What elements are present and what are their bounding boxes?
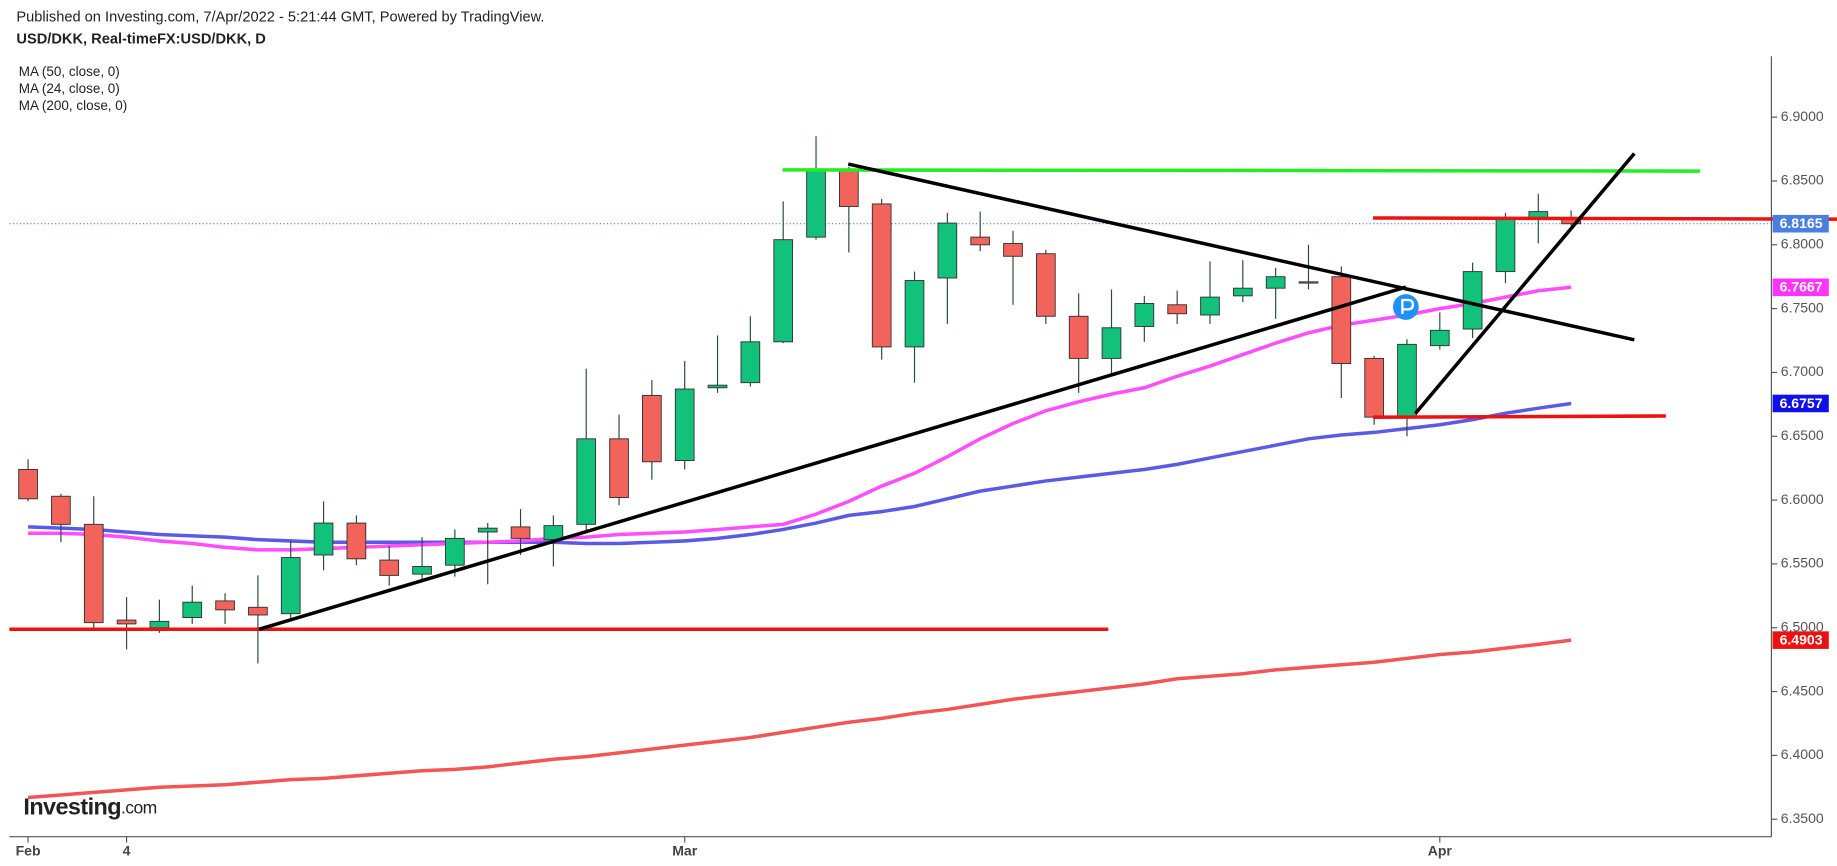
resistance-line — [782, 168, 1700, 173]
candle-body — [1265, 276, 1286, 289]
resistance-line — [1373, 216, 1837, 221]
ma-line — [27, 638, 1572, 800]
drawings — [9, 152, 1837, 632]
candle-body — [1003, 243, 1023, 257]
trend-line — [1413, 152, 1636, 415]
candle-body — [970, 236, 991, 246]
y-tick-label: 6.3500 — [1781, 810, 1824, 826]
candle-body — [806, 170, 826, 238]
x-tick-label: Feb — [16, 843, 41, 859]
y-tick-label: 6.6000 — [1781, 491, 1824, 507]
candle-body — [609, 438, 629, 499]
pivot-circle — [1392, 294, 1419, 320]
candle-body — [904, 280, 925, 348]
ma-line — [28, 401, 1572, 546]
candle-body — [379, 559, 400, 576]
y-tick-label: 6.5000 — [1781, 618, 1824, 634]
candle-body — [1167, 304, 1187, 315]
price-tags: 6.8165 6.7667 6.6757 6.4903 — [1772, 214, 1829, 649]
price-tag — [1772, 214, 1829, 233]
x-tick-label: Apr — [1428, 843, 1453, 859]
pivot-icon — [1401, 298, 1415, 315]
candle-body — [346, 522, 367, 560]
candle-body — [1200, 296, 1220, 316]
candle-body — [313, 522, 334, 556]
support-line — [1373, 414, 1666, 419]
price-tag-label: 6.6757 — [1780, 395, 1823, 411]
candle-body — [674, 388, 695, 461]
price-tag-label: 6.8165 — [1780, 215, 1823, 231]
price-tag — [1772, 394, 1829, 413]
candle-body — [510, 526, 531, 539]
logo-main: Investing — [23, 794, 121, 820]
price-tag-label: 6.7667 — [1780, 279, 1823, 295]
chart-title: Published on Investing.com, 7/Apr/2022 -… — [16, 9, 544, 25]
ma-line — [28, 285, 1572, 552]
candle-body — [937, 222, 958, 279]
candle-body — [149, 620, 170, 629]
y-tick-label: 6.7500 — [1781, 299, 1824, 315]
candle-body — [116, 619, 137, 625]
price-tag-label: 6.4903 — [1780, 631, 1823, 647]
candle-body — [839, 170, 859, 207]
candle-body — [576, 438, 597, 525]
legend-entry: MA (50, close, 0) — [19, 64, 120, 79]
candle-body — [1364, 357, 1384, 418]
price-tag — [1772, 631, 1829, 649]
candle-body — [477, 527, 498, 533]
candle-body — [412, 565, 432, 575]
y-tick-label: 6.7000 — [1781, 363, 1824, 379]
y-tick-label: 6.5500 — [1781, 555, 1824, 571]
logo-suffix: .com — [121, 797, 157, 817]
candle-body — [1495, 217, 1516, 273]
candle-body — [280, 557, 301, 615]
candle-body — [871, 203, 892, 348]
candle-body — [1101, 327, 1122, 359]
candle-body — [18, 468, 38, 500]
x-tick-label: 4 — [123, 843, 131, 859]
candle-body — [1068, 315, 1089, 359]
candle-body — [642, 394, 662, 463]
candle-body — [543, 525, 564, 541]
candle-body — [1298, 281, 1319, 284]
y-tick-label: 6.8000 — [1781, 236, 1824, 252]
candle-body — [1331, 276, 1352, 364]
candle-body — [707, 384, 728, 389]
pivot-marker — [1392, 294, 1419, 320]
y-tick-label: 6.9000 — [1781, 108, 1824, 124]
candle-body — [1035, 253, 1056, 317]
candle-body — [1429, 329, 1450, 347]
legend-entry: MA (24, close, 0) — [19, 81, 120, 96]
y-tick-label: 6.4500 — [1781, 682, 1824, 698]
logo: Investing.com — [23, 794, 156, 820]
candle-body — [1134, 303, 1155, 327]
y-tick-label: 6.4000 — [1781, 746, 1824, 762]
trend-line — [258, 285, 1407, 631]
x-tick-label: Mar — [672, 843, 698, 859]
candle-body — [248, 606, 268, 616]
candle-body — [773, 239, 794, 343]
candle-body — [1397, 343, 1417, 418]
chart-subtitle: USD/DKK, Real-timeFX:USD/DKK, D — [16, 32, 265, 48]
candle-body — [182, 601, 203, 618]
y-tick-label: 6.8500 — [1781, 172, 1824, 188]
legend-entry: MA (200, close, 0) — [19, 98, 128, 113]
candle-body — [215, 600, 235, 611]
y-tick-label: 6.6500 — [1781, 427, 1824, 443]
candle-body — [445, 537, 465, 566]
candle-body — [740, 341, 761, 384]
candle-body — [1232, 287, 1253, 297]
candle-body — [1462, 271, 1483, 330]
candle-body — [51, 495, 71, 525]
price-tag — [1772, 278, 1829, 297]
candle-body — [83, 523, 104, 624]
